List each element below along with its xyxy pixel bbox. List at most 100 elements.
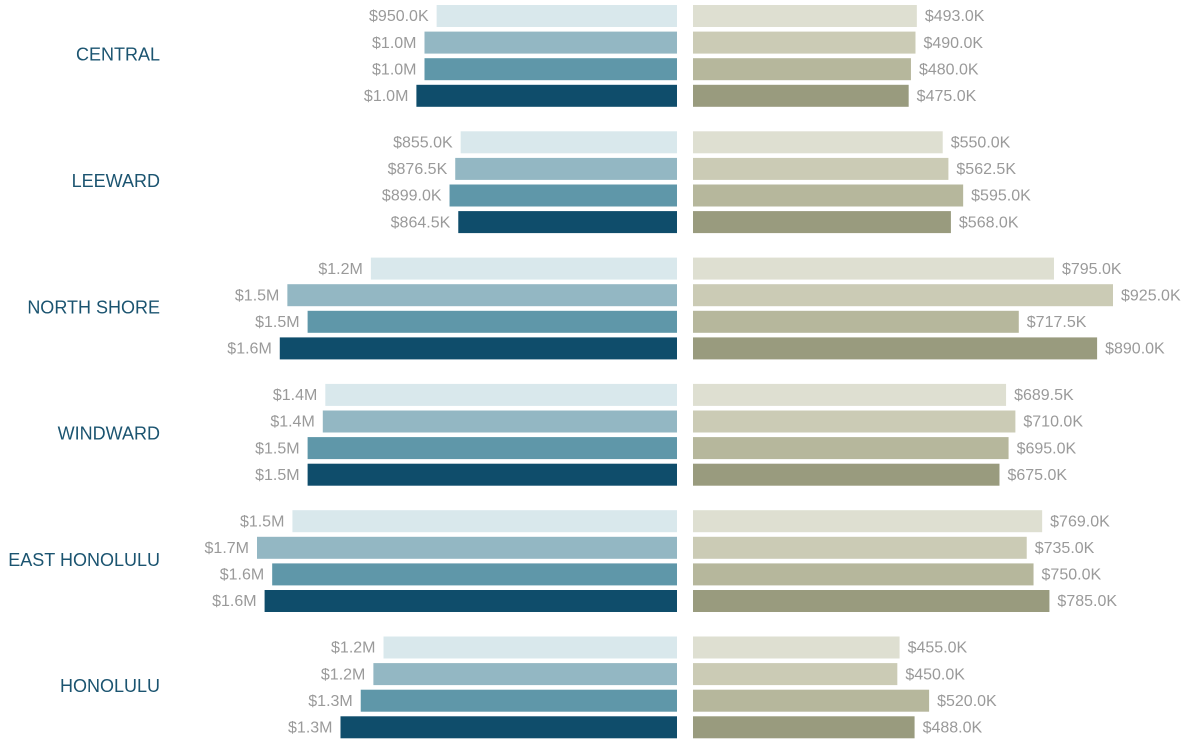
- value-label: $925.0K: [1121, 287, 1181, 304]
- value-label: $480.0K: [919, 61, 979, 78]
- value-label: $1.5M: [255, 467, 299, 484]
- value-label: $864.5K: [391, 214, 451, 231]
- value-label: $475.0K: [917, 88, 977, 105]
- category-label: EAST HONOLULU: [8, 550, 160, 570]
- bar: [257, 536, 677, 559]
- value-label: $1.5M: [255, 314, 299, 331]
- value-label: $1.5M: [235, 287, 279, 304]
- bar: [693, 383, 1007, 406]
- bar: [693, 689, 930, 712]
- value-label: $1.0M: [364, 88, 408, 105]
- bar: [693, 536, 1027, 559]
- bar: [325, 383, 677, 406]
- value-label: $695.0K: [1017, 440, 1077, 457]
- value-label: $488.0K: [923, 720, 983, 737]
- value-label: $450.0K: [905, 666, 965, 683]
- bar: [693, 590, 1050, 612]
- value-label: $1.3M: [308, 693, 352, 710]
- category-label: NORTH SHORE: [27, 297, 160, 317]
- bar: [693, 31, 916, 54]
- value-label: $550.0K: [951, 135, 1011, 152]
- bar: [693, 510, 1043, 533]
- value-label: $595.0K: [971, 188, 1031, 205]
- category-label: HONOLULU: [60, 676, 160, 696]
- value-label: $1.7M: [205, 540, 249, 557]
- bar: [693, 663, 898, 686]
- category-label: CENTRAL: [76, 45, 160, 65]
- value-label: $795.0K: [1062, 261, 1122, 278]
- bar: [370, 257, 677, 280]
- bar: [693, 636, 900, 659]
- bar: [693, 157, 949, 180]
- bar: [307, 463, 677, 486]
- value-label: $568.0K: [959, 214, 1019, 231]
- value-label: $876.5K: [388, 161, 448, 178]
- bar: [693, 5, 917, 27]
- value-label: $1.6M: [220, 567, 264, 584]
- value-label: $1.6M: [227, 341, 271, 358]
- category-label: LEEWARD: [72, 171, 160, 191]
- value-label: $455.0K: [908, 640, 968, 657]
- value-label: $735.0K: [1035, 540, 1095, 557]
- bar: [693, 84, 909, 107]
- bar: [693, 716, 915, 739]
- bar: [322, 410, 677, 433]
- value-label: $1.3M: [288, 720, 332, 737]
- bar: [383, 636, 677, 659]
- bar: [693, 410, 1016, 433]
- bar: [693, 337, 1098, 360]
- bar: [693, 310, 1019, 333]
- value-label: $890.0K: [1105, 341, 1165, 358]
- value-label: $1.4M: [273, 387, 317, 404]
- category-label: WINDWARD: [58, 424, 160, 444]
- bar: [693, 437, 1009, 460]
- value-label: $1.2M: [321, 666, 365, 683]
- bar: [272, 563, 677, 586]
- bar: [436, 5, 677, 27]
- bar: [455, 157, 677, 180]
- value-label: $899.0K: [382, 188, 442, 205]
- bar: [416, 84, 677, 107]
- bar: [424, 31, 677, 54]
- bar: [460, 131, 677, 154]
- value-label: $750.0K: [1042, 567, 1102, 584]
- bar: [693, 463, 1000, 486]
- value-label: $1.2M: [331, 640, 375, 657]
- bar: [360, 689, 677, 712]
- value-label: $689.5K: [1014, 387, 1074, 404]
- bar: [693, 211, 951, 234]
- bar: [264, 590, 677, 612]
- bar: [307, 310, 677, 333]
- bar: [373, 663, 677, 686]
- bar: [458, 211, 677, 234]
- value-label: $717.5K: [1027, 314, 1087, 331]
- bar: [693, 257, 1054, 280]
- value-label: $785.0K: [1057, 593, 1117, 610]
- bar: [693, 131, 943, 154]
- value-label: $1.2M: [318, 261, 362, 278]
- bar: [693, 284, 1113, 307]
- value-label: $769.0K: [1050, 513, 1110, 530]
- value-label: $710.0K: [1023, 414, 1083, 431]
- bar: [292, 510, 677, 533]
- value-label: $1.0M: [372, 35, 416, 52]
- value-label: $1.6M: [212, 593, 256, 610]
- bar: [693, 563, 1034, 586]
- value-label: $562.5K: [956, 161, 1016, 178]
- bar: [693, 58, 911, 81]
- value-label: $1.5M: [255, 440, 299, 457]
- value-label: $490.0K: [923, 35, 983, 52]
- bar: [424, 58, 677, 81]
- value-label: $1.4M: [270, 414, 314, 431]
- value-label: $950.0K: [369, 8, 429, 25]
- bar: [340, 716, 677, 739]
- value-label: $855.0K: [393, 135, 453, 152]
- bar: [287, 284, 677, 307]
- value-label: $493.0K: [925, 8, 985, 25]
- bar: [449, 184, 677, 207]
- value-label: $675.0K: [1007, 467, 1067, 484]
- value-label: $520.0K: [937, 693, 997, 710]
- bar: [307, 437, 677, 460]
- value-label: $1.5M: [240, 513, 284, 530]
